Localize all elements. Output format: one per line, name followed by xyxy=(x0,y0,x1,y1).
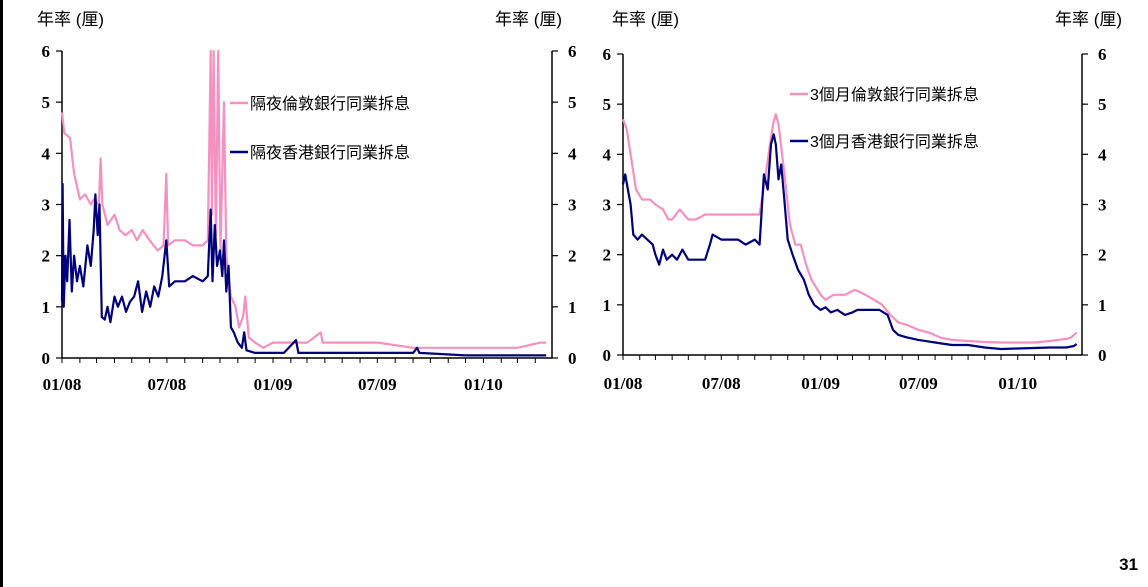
left-y-tick-label: 4 xyxy=(42,144,51,163)
left-y-tick-label: 6 xyxy=(603,45,612,64)
left-y-tick-label: 5 xyxy=(42,93,51,112)
left-y-tick-label: 0 xyxy=(42,349,51,368)
left-axis-unit-label: 年率 (厘) xyxy=(37,10,104,29)
x-tick-label: 01/10 xyxy=(998,374,1037,393)
right-y-tick-label: 0 xyxy=(1098,346,1107,365)
right-y-tick-label: 0 xyxy=(568,349,577,368)
left-y-tick-label: 0 xyxy=(603,346,612,365)
right-axis-unit-label: 年率 (厘) xyxy=(495,10,562,29)
legend-label: 3個月倫敦銀行同業拆息 xyxy=(810,86,979,104)
right-y-tick-label: 2 xyxy=(1098,246,1107,265)
slide-left-border xyxy=(0,0,3,587)
navy-series-line xyxy=(621,133,1078,351)
right-y-tick-label: 4 xyxy=(1098,145,1107,164)
legend-label: 3個月香港銀行同業拆息 xyxy=(810,133,979,151)
x-tick-label: 07/09 xyxy=(358,375,397,394)
x-tick-label: 01/10 xyxy=(464,375,503,394)
x-tick-label: 01/08 xyxy=(43,375,82,394)
left-y-tick-label: 5 xyxy=(603,95,612,114)
right-y-tick-label: 6 xyxy=(1098,45,1107,64)
x-tick-label: 01/09 xyxy=(801,374,840,393)
left-y-tick-label: 2 xyxy=(42,247,51,266)
right-y-tick-label: 4 xyxy=(568,144,577,163)
x-tick-label: 07/09 xyxy=(899,374,938,393)
left-y-tick-label: 6 xyxy=(42,42,51,61)
right-y-tick-label: 5 xyxy=(1098,95,1107,114)
x-tick-label: 01/08 xyxy=(604,374,643,393)
right-y-tick-label: 5 xyxy=(568,93,577,112)
left-y-tick-label: 2 xyxy=(603,246,612,265)
left-y-tick-label: 1 xyxy=(603,296,612,315)
legend-label: 隔夜倫敦銀行同業拆息 xyxy=(250,95,410,113)
navy-series-line xyxy=(60,182,547,357)
right-y-tick-label: 3 xyxy=(568,196,577,215)
three-month-rates-chart: 年率 (厘) 年率 (厘) 0 0 1 1 2 2 3 3 4 4 5 5 6 6 01/08 07/08 01/0… xyxy=(603,10,1123,393)
left-y-tick-label: 4 xyxy=(603,145,612,164)
left-y-tick-label: 3 xyxy=(603,196,612,215)
right-y-tick-label: 2 xyxy=(568,247,577,266)
right-axis-unit-label: 年率 (厘) xyxy=(1055,10,1122,29)
x-tick-label: 01/09 xyxy=(254,375,293,394)
pink-series-line xyxy=(621,113,1078,344)
left-y-tick-label: 1 xyxy=(42,298,51,317)
overnight-rates-chart: 年率 (厘) 年率 (厘) 0 0 1 1 2 2 3 3 4 4 5 5 6 6 01/08 07/08 01/0… xyxy=(37,10,577,394)
x-tick-label: 07/08 xyxy=(148,375,187,394)
x-tick-label: 07/08 xyxy=(702,374,741,393)
left-y-tick-label: 3 xyxy=(42,196,51,215)
legend-label: 隔夜香港銀行同業拆息 xyxy=(250,144,410,162)
right-y-tick-label: 1 xyxy=(1098,296,1107,315)
right-y-tick-label: 1 xyxy=(568,298,577,317)
left-axis-unit-label: 年率 (厘) xyxy=(612,10,679,29)
right-y-tick-label: 6 xyxy=(568,42,577,61)
pink-series-line xyxy=(60,49,547,349)
right-y-tick-label: 3 xyxy=(1098,196,1107,215)
page-number: 31 xyxy=(1119,555,1138,574)
